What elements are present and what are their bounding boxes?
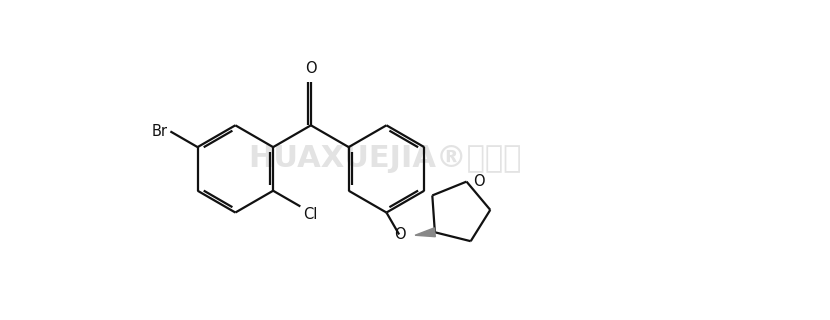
Text: O: O xyxy=(394,227,406,242)
Polygon shape xyxy=(415,228,436,237)
Text: O: O xyxy=(473,174,485,189)
Text: HUAXUEJIA®化学加: HUAXUEJIA®化学加 xyxy=(248,143,522,172)
Text: Cl: Cl xyxy=(303,207,318,222)
Text: Br: Br xyxy=(151,124,168,139)
Text: O: O xyxy=(305,61,317,76)
